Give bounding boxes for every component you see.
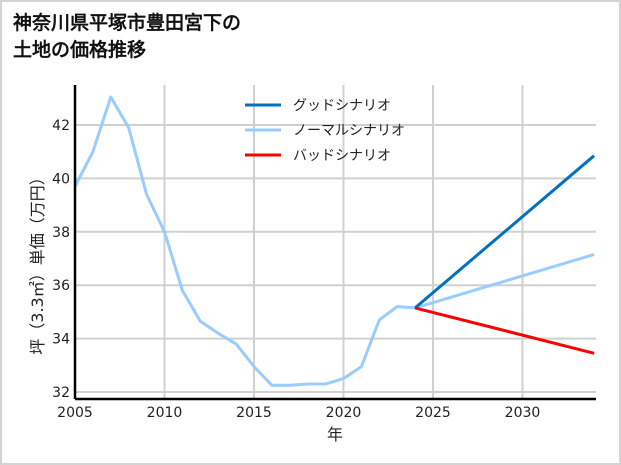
x-tick-label: 2010 — [147, 405, 183, 421]
legend-label: バッドシナリオ — [293, 148, 391, 164]
title-line-1: 神奈川県平塚市豊田宮下の — [13, 12, 242, 34]
y-tick-label: 38 — [52, 225, 70, 241]
series-lines — [73, 95, 596, 387]
x-tick-label: 2030 — [505, 405, 541, 421]
legend-label: グッドシナリオ — [293, 98, 391, 114]
axes — [73, 85, 596, 401]
x-tick-label: 2020 — [326, 405, 362, 421]
x-tick-label: 2025 — [415, 405, 451, 421]
series-line — [414, 154, 596, 310]
y-tick-label: 42 — [52, 118, 70, 134]
x-tick-label: 2005 — [57, 405, 93, 421]
legend-label: ノーマルシナリオ — [293, 123, 405, 139]
x-tick-label: 2015 — [236, 405, 272, 421]
y-tick-label: 36 — [52, 278, 70, 294]
title-line-2: 土地の価格推移 — [13, 39, 147, 61]
tick-labels: 2005 2010 2015 2020 2025 2030 32 34 36 38 40 42 — [52, 118, 540, 421]
x-axis-label: 年 — [327, 425, 343, 444]
gridlines — [74, 85, 596, 399]
series-line — [414, 306, 595, 355]
chart-title: 神奈川県平塚市豊田宮下の 土地の価格推移 — [13, 10, 241, 64]
y-tick-label: 40 — [52, 171, 70, 187]
y-tick-label: 32 — [52, 385, 70, 401]
y-axis-label: 坪（3.3㎡）単価（万円） — [28, 169, 47, 354]
series-line — [73, 95, 595, 387]
y-tick-label: 34 — [52, 332, 70, 348]
